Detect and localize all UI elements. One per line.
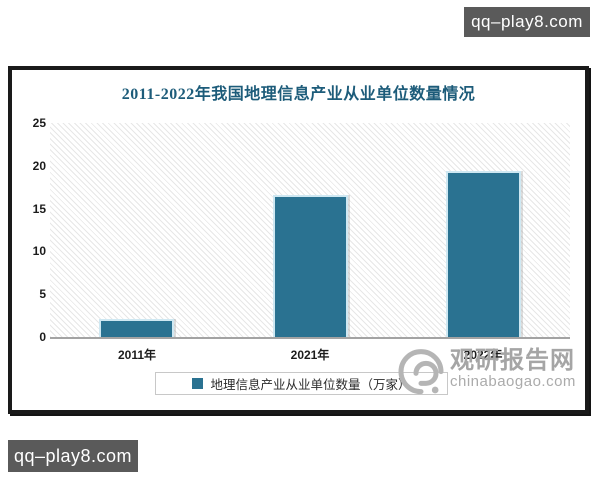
watermark-badge-bottom: qq–play8.com bbox=[8, 440, 138, 472]
bar-2022年 bbox=[446, 171, 521, 337]
watermark-badge-bottom-text: qq–play8.com bbox=[13, 445, 133, 466]
y-tick-label: 0 bbox=[39, 330, 46, 344]
bar-2011年 bbox=[99, 319, 174, 337]
watermark-badge-top: qq–play8.com bbox=[464, 7, 590, 37]
legend: 地理信息产业从业单位数量（万家） bbox=[155, 372, 448, 395]
y-axis: 0 5 10 15 20 25 bbox=[12, 116, 46, 344]
chart-panel: 2011-2022年我国地理信息产业从业单位数量情况 0 5 10 15 20 25 20… bbox=[8, 66, 589, 414]
legend-label: 地理信息产业从业单位数量（万家） bbox=[210, 378, 411, 392]
y-tick-label: 20 bbox=[32, 158, 46, 173]
chart-title: 2011-2022年我国地理信息产业从业单位数量情况 bbox=[121, 86, 476, 103]
plot-area bbox=[50, 123, 570, 339]
watermark-site-url: chinabaogao.com bbox=[450, 373, 576, 390]
x-tick-label: 2022年 bbox=[463, 348, 503, 362]
watermark-badge-top-text: qq–play8.com bbox=[471, 12, 583, 31]
y-tick-label: 10 bbox=[32, 244, 46, 259]
x-axis: 2011年 2021年 2022年 bbox=[50, 346, 570, 364]
x-tick-label: 2011年 bbox=[117, 348, 157, 362]
y-tick-label: 25 bbox=[32, 116, 46, 130]
y-tick-label: 5 bbox=[39, 287, 46, 302]
x-tick-label: 2021年 bbox=[290, 348, 330, 362]
bar-2021年 bbox=[273, 195, 348, 337]
legend-marker-icon bbox=[192, 378, 204, 389]
y-tick-label: 15 bbox=[32, 201, 46, 216]
